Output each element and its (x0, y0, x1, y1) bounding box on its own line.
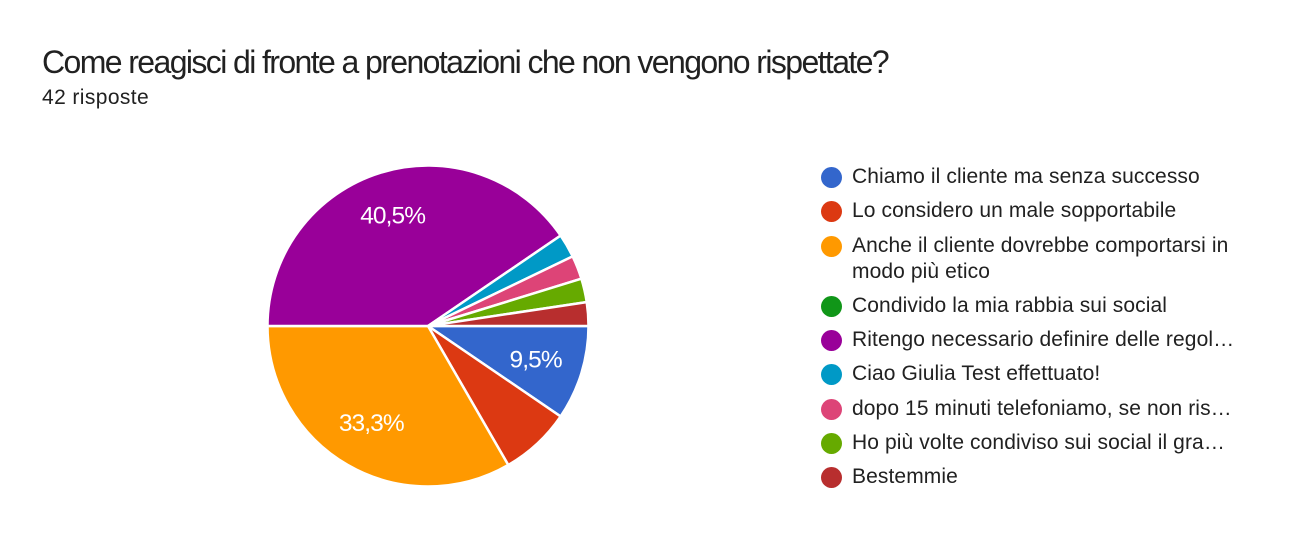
svg-text:33,3%: 33,3% (339, 410, 404, 437)
svg-text:9,5%: 9,5% (509, 347, 561, 374)
svg-text:40,5%: 40,5% (360, 203, 425, 230)
